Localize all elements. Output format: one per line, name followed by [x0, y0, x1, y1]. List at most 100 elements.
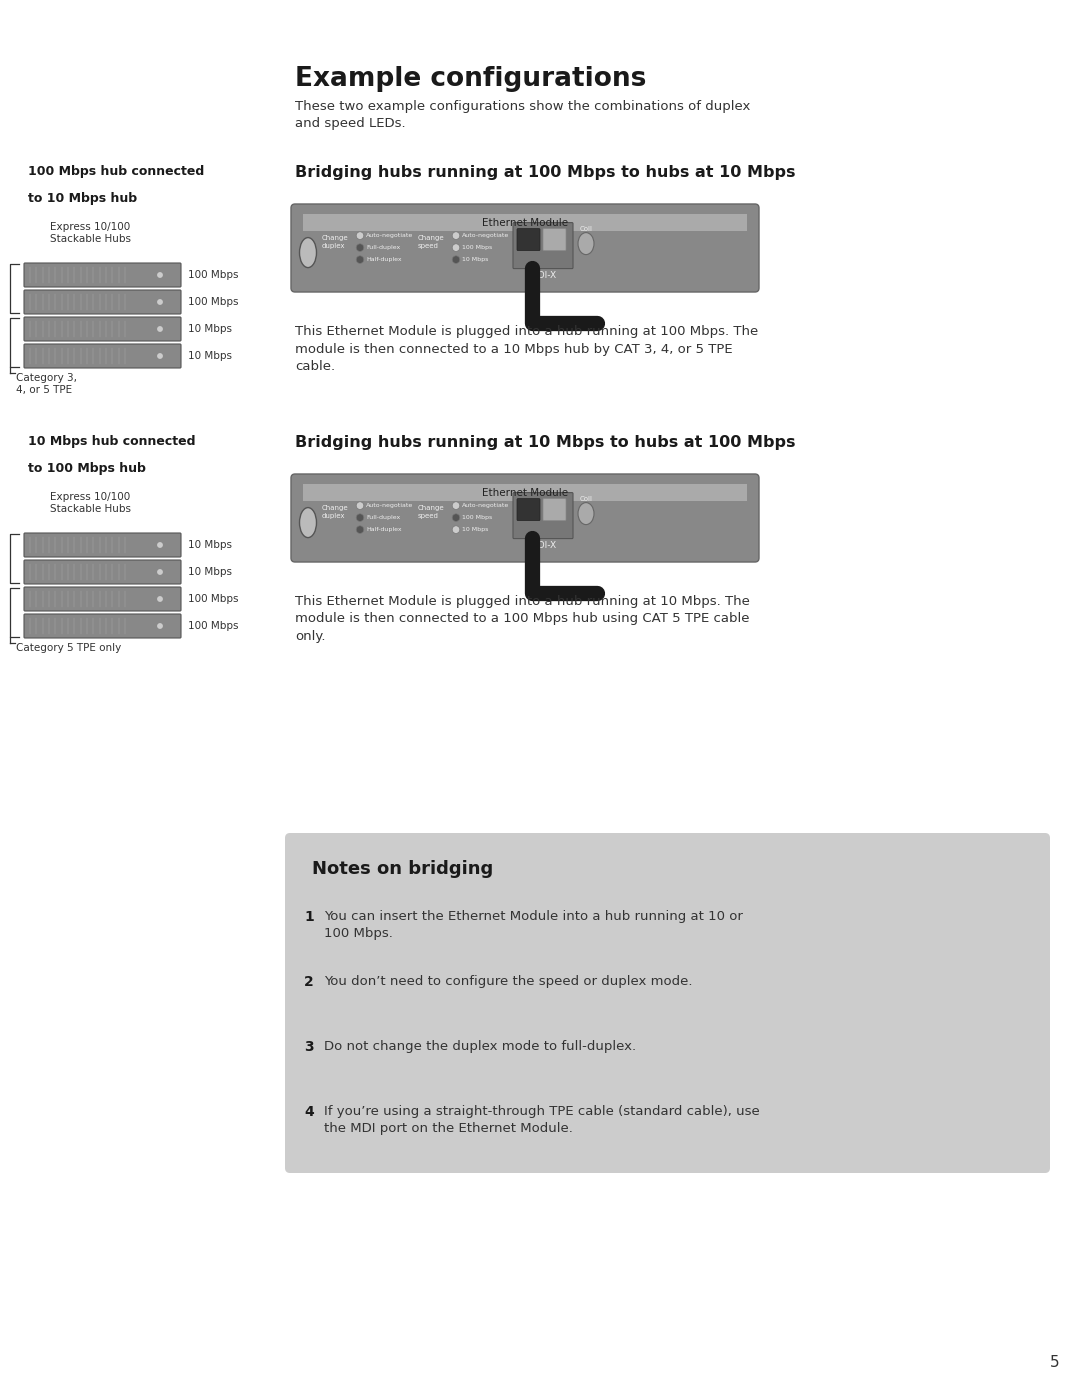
Ellipse shape — [299, 237, 316, 268]
FancyBboxPatch shape — [517, 498, 540, 520]
Circle shape — [158, 273, 162, 278]
Text: 10 Mbps: 10 Mbps — [188, 568, 232, 577]
Ellipse shape — [299, 508, 316, 537]
Circle shape — [158, 326, 162, 332]
Text: to 100 Mbps hub: to 100 Mbps hub — [28, 462, 146, 475]
Text: 2: 2 — [305, 974, 314, 990]
FancyBboxPatch shape — [285, 833, 1050, 1173]
Text: Change: Change — [418, 505, 445, 511]
Text: Category 3,
4, or 5 TPE: Category 3, 4, or 5 TPE — [16, 373, 77, 396]
Text: Change: Change — [418, 235, 445, 240]
FancyBboxPatch shape — [291, 204, 759, 291]
FancyBboxPatch shape — [24, 587, 181, 611]
FancyBboxPatch shape — [513, 222, 573, 269]
Circle shape — [158, 570, 162, 575]
Text: Bridging hubs running at 10 Mbps to hubs at 100 Mbps: Bridging hubs running at 10 Mbps to hubs… — [295, 434, 796, 450]
Text: Do not change the duplex mode to full-duplex.: Do not change the duplex mode to full-du… — [324, 1040, 636, 1053]
Text: duplex: duplex — [322, 512, 346, 519]
Text: Example configurations: Example configurations — [295, 67, 646, 92]
Text: 100 Mbps: 100 Mbps — [188, 297, 239, 307]
Circle shape — [453, 514, 460, 522]
Text: 100 Mbps hub connected: 100 Mbps hub connected — [28, 165, 204, 178]
Text: Bridging hubs running at 100 Mbps to hubs at 10 Mbps: Bridging hubs running at 100 Mbps to hub… — [295, 165, 796, 180]
Text: Express 10/100
Stackable Hubs: Express 10/100 Stackable Hubs — [50, 222, 131, 244]
FancyBboxPatch shape — [543, 229, 566, 251]
Circle shape — [453, 232, 460, 239]
FancyBboxPatch shape — [24, 344, 181, 368]
Text: speed: speed — [418, 243, 438, 248]
Text: 4: 4 — [305, 1105, 314, 1119]
Circle shape — [158, 300, 162, 304]
FancyBboxPatch shape — [543, 498, 566, 520]
Bar — [303, 214, 747, 230]
Text: This Ethernet Module is plugged into a hub running at 100 Mbps. The
module is th: This Ethernet Module is plugged into a h… — [295, 325, 758, 373]
Circle shape — [356, 232, 364, 239]
Circle shape — [356, 502, 364, 509]
Text: Auto-negotiate: Auto-negotiate — [366, 502, 414, 508]
FancyBboxPatch shape — [24, 316, 181, 341]
Text: Change: Change — [322, 235, 349, 240]
Circle shape — [158, 597, 162, 601]
Text: 100 Mbps: 100 Mbps — [462, 515, 492, 520]
Text: Notes on bridging: Notes on bridging — [312, 861, 494, 879]
FancyBboxPatch shape — [517, 229, 540, 251]
Text: 100 Mbps: 100 Mbps — [188, 620, 239, 632]
Circle shape — [356, 526, 364, 533]
Text: If you’re using a straight-through TPE cable (standard cable), use
the MDI port : If you’re using a straight-through TPE c… — [324, 1105, 759, 1135]
FancyBboxPatch shape — [24, 262, 181, 287]
Text: duplex: duplex — [322, 243, 346, 248]
Text: Coll: Coll — [580, 496, 593, 501]
Ellipse shape — [578, 233, 594, 254]
Circle shape — [453, 502, 460, 509]
Text: Full-duplex: Full-duplex — [366, 515, 401, 520]
Text: 10 Mbps: 10 Mbps — [188, 540, 232, 550]
Circle shape — [158, 623, 162, 629]
Circle shape — [453, 255, 460, 264]
Text: Ethernet Module: Ethernet Module — [482, 218, 568, 228]
Text: Category 5 TPE only: Category 5 TPE only — [16, 643, 121, 652]
Text: MDI-X: MDI-X — [530, 271, 556, 279]
FancyBboxPatch shape — [24, 613, 181, 638]
Text: 100 Mbps: 100 Mbps — [188, 594, 239, 604]
Text: Change: Change — [322, 505, 349, 511]
Circle shape — [356, 255, 364, 264]
Text: to 10 Mbps hub: to 10 Mbps hub — [28, 192, 137, 205]
Text: 100 Mbps: 100 Mbps — [462, 246, 492, 250]
Bar — [303, 484, 747, 501]
FancyBboxPatch shape — [24, 559, 181, 584]
Text: Half-duplex: Half-duplex — [366, 527, 402, 532]
Circle shape — [356, 514, 364, 522]
Text: 10 Mbps hub connected: 10 Mbps hub connected — [28, 434, 195, 448]
Text: Auto-negotiate: Auto-negotiate — [366, 233, 414, 239]
Circle shape — [453, 526, 460, 533]
Circle shape — [356, 244, 364, 251]
Text: speed: speed — [418, 512, 438, 519]
Text: 100 Mbps: 100 Mbps — [188, 271, 239, 280]
Text: MDI-X: MDI-X — [530, 540, 556, 550]
Ellipse shape — [578, 502, 594, 525]
Text: Ethernet Module: Ethernet Module — [482, 487, 568, 497]
Text: This Ethernet Module is plugged into a hub running at 10 Mbps. The
module is the: This Ethernet Module is plugged into a h… — [295, 595, 750, 643]
Text: 10 Mbps: 10 Mbps — [462, 527, 488, 532]
Text: Half-duplex: Half-duplex — [366, 257, 402, 262]
Text: Auto-negotiate: Auto-negotiate — [462, 502, 510, 508]
Circle shape — [158, 354, 162, 358]
FancyBboxPatch shape — [24, 533, 181, 557]
FancyBboxPatch shape — [291, 473, 759, 562]
FancyBboxPatch shape — [24, 290, 181, 314]
Circle shape — [158, 543, 162, 547]
Circle shape — [453, 244, 460, 251]
Text: 10 Mbps: 10 Mbps — [188, 351, 232, 361]
Text: These two example configurations show the combinations of duplex
and speed LEDs.: These two example configurations show th… — [295, 100, 751, 130]
Text: 3: 3 — [305, 1040, 314, 1053]
Text: 5: 5 — [1050, 1355, 1059, 1370]
Text: You don’t need to configure the speed or duplex mode.: You don’t need to configure the speed or… — [324, 974, 692, 988]
Text: Express 10/100
Stackable Hubs: Express 10/100 Stackable Hubs — [50, 491, 131, 515]
Text: Full-duplex: Full-duplex — [366, 246, 401, 250]
Text: You can insert the Ethernet Module into a hub running at 10 or
100 Mbps.: You can insert the Ethernet Module into … — [324, 911, 743, 940]
FancyBboxPatch shape — [513, 493, 573, 539]
Text: Coll: Coll — [580, 226, 593, 232]
Text: 10 Mbps: 10 Mbps — [462, 257, 488, 262]
Text: 10 Mbps: 10 Mbps — [188, 323, 232, 335]
Text: 1: 1 — [305, 911, 314, 924]
